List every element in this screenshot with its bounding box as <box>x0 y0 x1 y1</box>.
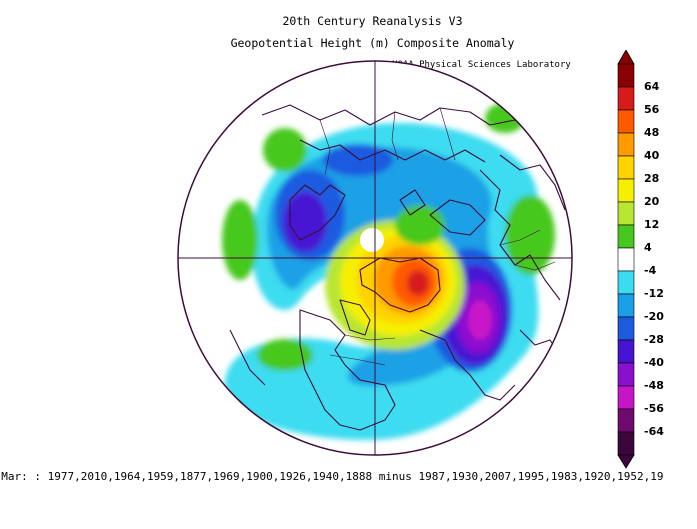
colorbar-tick-label: 12 <box>644 218 660 231</box>
colorbar-swatch <box>617 247 635 272</box>
colorbar <box>617 50 635 469</box>
colorbar-tick-label: 4 <box>644 241 652 254</box>
colorbar-swatch <box>617 362 635 387</box>
colorbar-swatch <box>617 270 635 295</box>
plot-title: 20th Century Reanalysis V3 <box>282 14 463 28</box>
colorbar-swatch <box>617 316 635 341</box>
colorbar-tick-label: 20 <box>644 195 660 208</box>
colorbar-tick-label: -56 <box>644 402 664 415</box>
positive-patch-northwest <box>263 128 307 172</box>
colorbar-tick-label: -20 <box>644 310 664 323</box>
colorbar-swatch <box>617 86 635 111</box>
positive-patch-southwest <box>257 339 313 371</box>
colorbar-tick-label: 40 <box>644 149 660 162</box>
composite-caption: o Mar: : 1977,2010,1964,1959,1877,1969,1… <box>0 470 664 483</box>
map-border <box>177 60 573 456</box>
colorbar-tick-label: 64 <box>644 80 660 93</box>
colorbar-swatch <box>617 224 635 249</box>
colorbar-max-arrow <box>617 50 635 65</box>
colorbar-swatch <box>617 155 635 180</box>
colorbar-min-arrow <box>617 454 635 469</box>
colorbar-swatch <box>617 431 635 456</box>
plot-subtitle: Geopotential Height (m) Composite Anomal… <box>230 36 515 50</box>
colorbar-swatch <box>617 178 635 203</box>
colorbar-swatch <box>617 385 635 410</box>
positive-patch-northeast <box>485 103 525 133</box>
colorbar-tick-label: -12 <box>644 287 664 300</box>
colorbar-swatch <box>617 339 635 364</box>
colorbar-tick-label: -40 <box>644 356 664 369</box>
colorbar-swatch <box>617 293 635 318</box>
colorbar-tick-label: -48 <box>644 379 664 392</box>
borders <box>319 107 556 366</box>
colorbar-swatch <box>617 408 635 433</box>
colorbar-tick-label: -28 <box>644 333 664 346</box>
credit-label: NOAA Physical Sciences Laboratory <box>392 60 571 70</box>
positive-patch-west <box>222 200 258 280</box>
colorbar-swatch <box>617 109 635 134</box>
colorbar-swatch <box>617 201 635 226</box>
colorbar-tick-label: 48 <box>644 126 660 139</box>
near-zero-area <box>360 228 384 252</box>
colorbar-tick-label: 56 <box>644 103 660 116</box>
colorbar-swatch <box>617 132 635 157</box>
colorbar-tick-label: -64 <box>644 425 664 438</box>
colorbar-swatch <box>617 63 635 88</box>
colorbar-tick-label: 28 <box>644 172 660 185</box>
colorbar-tick-label: -4 <box>644 264 657 277</box>
